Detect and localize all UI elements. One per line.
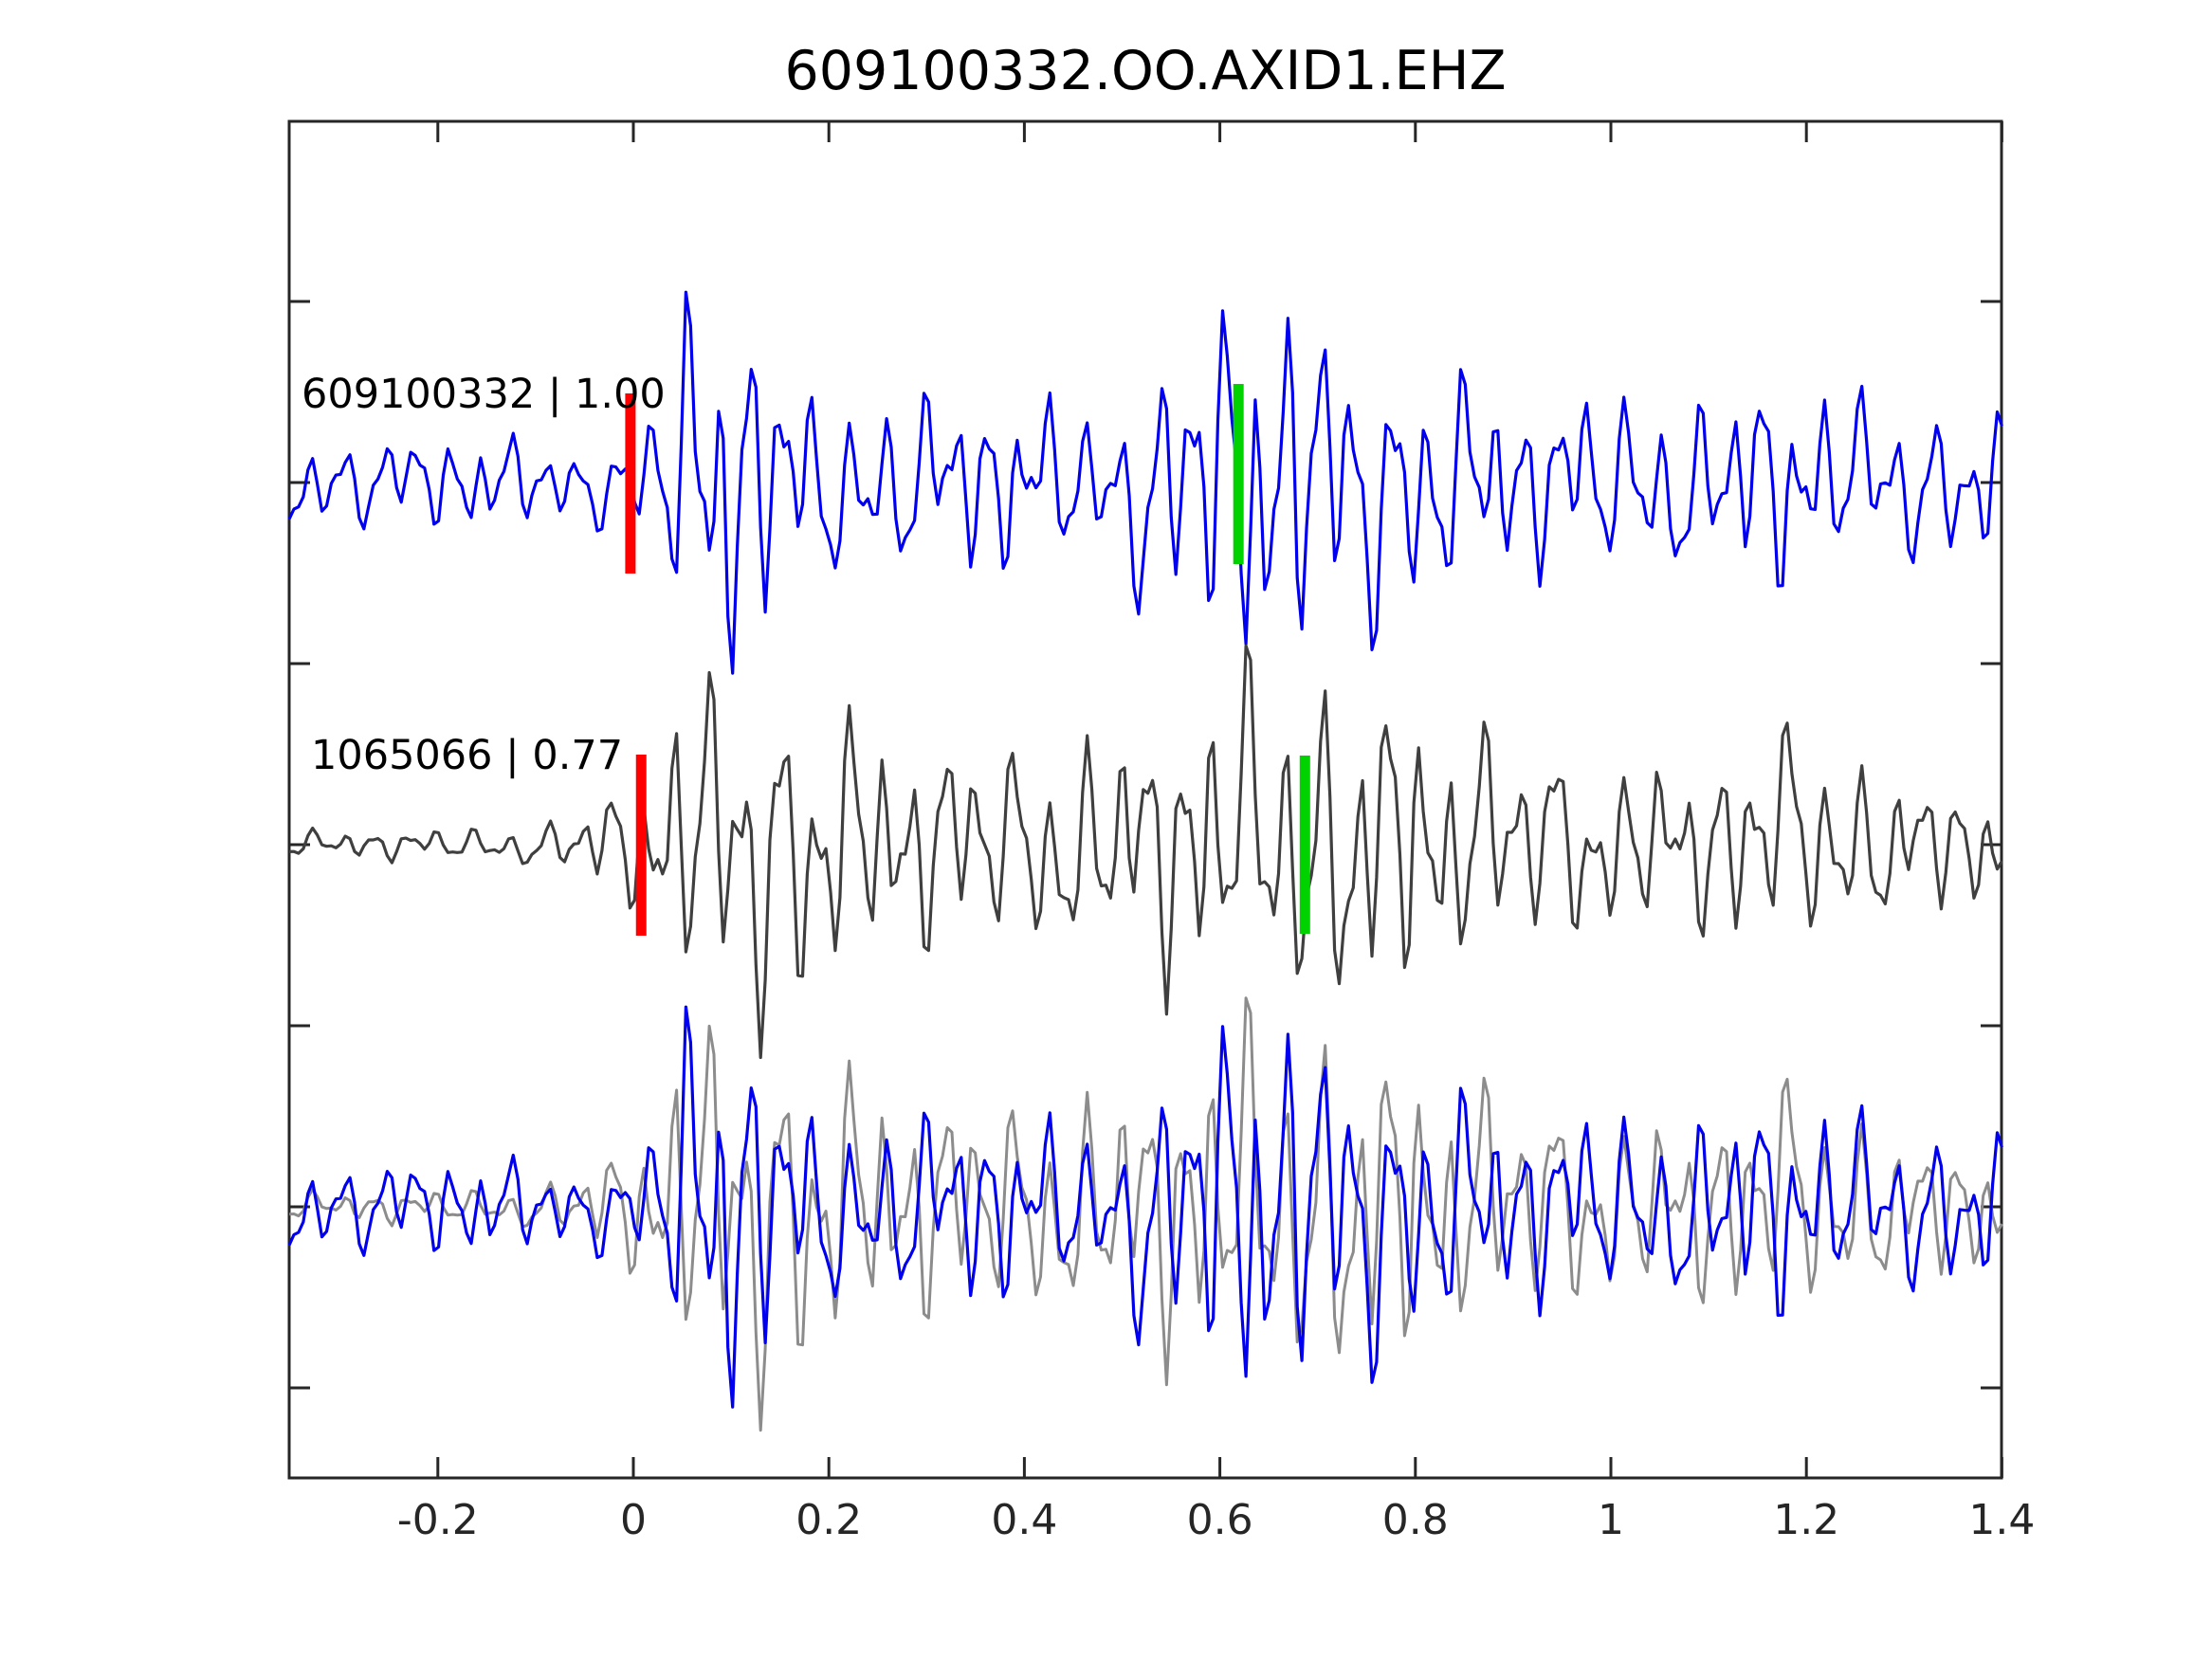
trace-detection-path [289, 644, 2003, 1060]
template-pick-marker-template [625, 393, 636, 574]
template-pick-marker-detection [635, 755, 647, 936]
x-tick-label: 0.2 [795, 1496, 862, 1544]
x-tick-label: 1.4 [1968, 1496, 2035, 1544]
x-tick-label: 0.4 [991, 1496, 1057, 1544]
trace-label-detection: 1065066 | 0.77 [311, 732, 623, 779]
x-tick-label: 1.2 [1773, 1496, 1839, 1544]
detection-pick-marker-detection [1299, 756, 1310, 934]
overlay-detection-path [289, 996, 2003, 1432]
x-tick-label: 1 [1598, 1496, 1624, 1544]
x-tick-label: 0.6 [1187, 1496, 1253, 1544]
chart-title: 609100332.OO.AXID1.EHZ [784, 40, 1506, 102]
detection-pick-marker-template [1233, 384, 1244, 564]
x-tick-label: -0.2 [397, 1496, 479, 1544]
x-tick-label: 0.8 [1382, 1496, 1449, 1544]
trace-template-path [287, 290, 2003, 675]
axes-box [287, 119, 2003, 1480]
trace-label-template: 609100332 | 1.00 [302, 371, 666, 418]
overlay-template-path [287, 1005, 2003, 1409]
plot-content: -0.2 0 0.2 0.4 0.6 0.8 1 1.2 1.4 [287, 119, 2035, 1544]
x-tick-label: 0 [620, 1496, 647, 1544]
